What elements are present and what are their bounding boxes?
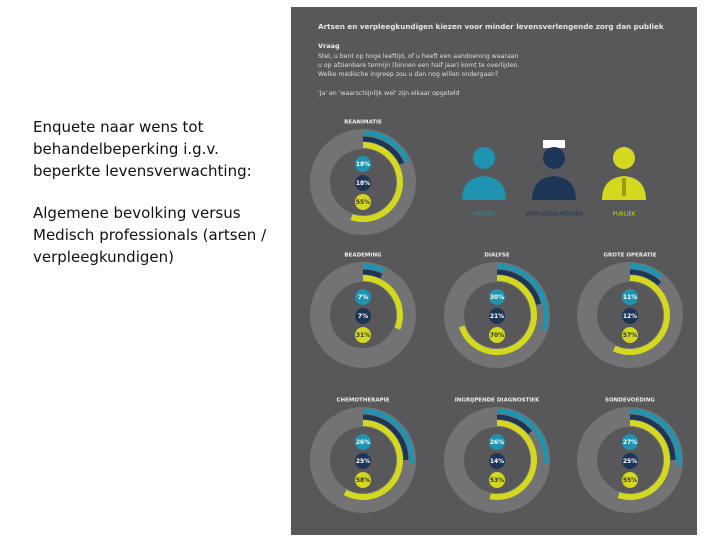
donut-arc	[362, 263, 385, 273]
comparison-text: Algemene bevolking versus Medisch profes…	[33, 202, 266, 268]
value-badge	[355, 289, 371, 305]
note: 'Ja' en 'waarschijnlijk wel' zijn elkaar…	[318, 90, 460, 97]
chart-title: CHEMOTHERAPIE	[337, 398, 390, 404]
question-line: Stel, u bent op hoge leeftijd, of u heef…	[318, 53, 519, 60]
donut-arc	[362, 269, 383, 279]
doctor-icon	[462, 147, 506, 200]
donut-arc	[629, 263, 663, 280]
value-badge	[355, 327, 371, 343]
value-label: 30%	[490, 294, 504, 301]
nurse-icon	[532, 140, 576, 200]
value-badge	[355, 453, 371, 469]
text-line: beperkte levensverwachting:	[33, 162, 252, 180]
value-badge	[355, 308, 371, 324]
donut-arc	[496, 414, 533, 435]
value-label: 26%	[356, 439, 370, 446]
text-line: Medisch professionals (artsen /	[33, 226, 267, 244]
value-label: 7%	[358, 313, 368, 320]
chart-title: INGRIJPENDE DIAGNOSTIEK	[455, 398, 540, 404]
value-badge	[355, 434, 371, 450]
value-label: 12%	[623, 313, 637, 320]
chart-title: BEADEMING	[344, 253, 382, 259]
value-label: 70%	[490, 332, 504, 339]
value-badge	[489, 289, 505, 305]
donut-arc	[350, 142, 403, 222]
value-badge	[489, 434, 505, 450]
value-label: 31%	[356, 332, 370, 339]
text-line: Enquete naar wens tot	[33, 118, 204, 136]
question-line: Welke medische ingreep zou u dan nog wil…	[318, 71, 498, 78]
donut-arc	[362, 408, 415, 464]
value-label: 55%	[623, 477, 637, 484]
text-line: verpleegkundigen)	[33, 248, 174, 266]
chart-title: DIALYSE	[484, 253, 509, 259]
value-badge	[622, 327, 638, 343]
intro-text: Enquete naar wens tot behandelbeperking …	[33, 116, 252, 182]
legend-label: ARTSEN	[473, 212, 495, 218]
donut-arc	[629, 414, 676, 461]
value-label: 7%	[358, 294, 368, 301]
donut-arc	[629, 269, 662, 286]
value-label: 55%	[356, 199, 370, 206]
chart-title: GROTE OPERATIE	[604, 253, 657, 259]
value-badge	[355, 194, 371, 210]
donut-arc	[612, 275, 670, 355]
value-badge	[489, 453, 505, 469]
value-label: 25%	[356, 458, 370, 465]
text-line: behandelbeperking i.g.v.	[33, 140, 219, 158]
public-icon	[602, 147, 646, 200]
value-badge	[355, 175, 371, 191]
value-label: 53%	[490, 477, 504, 484]
value-badge	[622, 434, 638, 450]
value-label: 25%	[623, 458, 637, 465]
value-badge	[489, 327, 505, 343]
value-label: 11%	[623, 294, 637, 301]
value-badge	[622, 289, 638, 305]
question-heading: Vraag	[318, 42, 340, 50]
donut-arc	[496, 269, 542, 306]
value-badge	[489, 472, 505, 488]
legend-label: VERPLEEGKUNDIGEN	[525, 212, 583, 218]
donut-arc	[629, 408, 682, 467]
value-badge	[355, 472, 371, 488]
donut-arc	[362, 136, 405, 165]
value-badge	[622, 453, 638, 469]
donut-arc	[496, 408, 549, 464]
donut-arc	[343, 420, 403, 500]
question-line: u op afzienbare termijn (binnen een half…	[318, 62, 519, 69]
legend-label: PUBLIEK	[613, 212, 636, 218]
value-label: 58%	[356, 477, 370, 484]
value-badge	[622, 308, 638, 324]
donut-arc	[496, 263, 549, 331]
value-label: 57%	[623, 332, 637, 339]
donut-arc	[362, 130, 410, 163]
value-badge	[489, 308, 505, 324]
value-badge	[355, 156, 371, 172]
donut-arc	[489, 420, 537, 500]
chart-title: SONDEVOEDING	[605, 398, 655, 404]
value-label: 26%	[490, 439, 504, 446]
value-label: 21%	[490, 313, 504, 320]
value-label: 14%	[490, 458, 504, 465]
chart-title: REANIMATIE	[344, 120, 382, 126]
value-badge	[622, 472, 638, 488]
value-label: 18%	[356, 180, 370, 187]
donut-arc	[458, 275, 537, 355]
donut-arc	[617, 420, 670, 500]
value-label: 18%	[356, 161, 370, 168]
donut-arc	[362, 275, 403, 330]
infographic-title: Artsen en verpleegkundigen kiezen voor m…	[318, 22, 664, 31]
donut-arc	[362, 414, 409, 461]
value-label: 27%	[623, 439, 637, 446]
text-line: Algemene bevolking versus	[33, 204, 241, 222]
